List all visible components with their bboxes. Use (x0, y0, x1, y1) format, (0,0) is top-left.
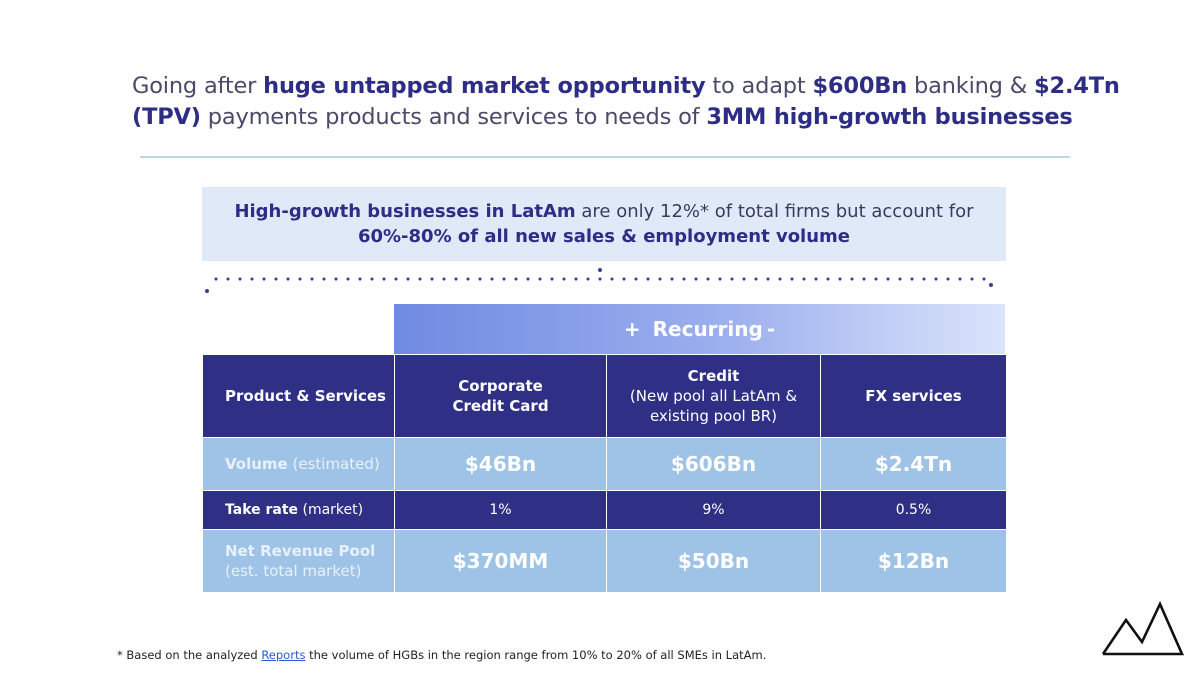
table-row-revenue: Net Revenue Pool (est. total market) $37… (202, 529, 1007, 593)
callout-bold-1: High-growth businesses in LatAm (234, 201, 576, 222)
headline-bold-tpv: $2.4Tn (TPV) (132, 73, 1120, 130)
plus-sign: + (623, 317, 641, 341)
row-label-volume: Volume (estimated) (202, 437, 395, 491)
dotted-divider (210, 277, 990, 281)
footnote-text-1: * Based on the analyzed (117, 648, 262, 662)
recurring-label: Recurring (652, 317, 763, 341)
volume-corporate-credit-card: $46Bn (394, 437, 607, 491)
take-rate-corporate-credit-card: 1% (394, 490, 607, 530)
row-label-take-rate-sub: (market) (302, 502, 364, 518)
footnote-text-2: the volume of HGBs in the region range f… (305, 648, 767, 662)
revenue-fx-services: $12Bn (820, 529, 1007, 593)
headline-bold-opportunity: huge untapped market opportunity (263, 73, 706, 99)
header-product-services: Product & Services (202, 354, 395, 438)
table-header-row: Product & Services Corporate Credit Card… (202, 354, 1007, 438)
callout-bold-2: 60%-80% of all new sales & employment vo… (357, 226, 851, 247)
table-row-take-rate: Take rate (market) 1% 9% 0.5% (202, 490, 1007, 530)
mountain-logo-icon (1100, 600, 1184, 662)
minus-sign: - (766, 317, 776, 341)
headline-text-3: banking & (907, 73, 1035, 99)
dotted-divider-end-dot (205, 289, 209, 293)
header-corporate-credit-card: Corporate Credit Card (394, 354, 607, 438)
row-label-revenue-sub: (est. total market) (225, 562, 362, 580)
headline-text-1: Going after (132, 73, 264, 99)
row-label-revenue-main: Net Revenue Pool (225, 542, 376, 560)
header-credit: Credit (New pool all LatAm & existing po… (606, 354, 821, 438)
headline-bold-businesses: 3MM high-growth businesses (706, 104, 1073, 130)
headline-text-4: payments products and services to needs … (200, 104, 707, 130)
row-label-take-rate-main: Take rate (225, 502, 299, 518)
take-rate-credit: 9% (606, 490, 821, 530)
header-credit-title: Credit (687, 367, 740, 385)
headline-bold-banking: $600Bn (812, 73, 908, 99)
revenue-credit: $50Bn (606, 529, 821, 593)
footnote: * Based on the analyzed Reports the volu… (117, 648, 766, 662)
callout-box: High-growth businesses in LatAm are only… (202, 187, 1006, 261)
dotted-divider-end-dot-right (989, 283, 993, 287)
row-label-volume-main: Volume (225, 455, 288, 473)
volume-credit: $606Bn (606, 437, 821, 491)
take-rate-fx-services: 0.5% (820, 490, 1007, 530)
divider-line (140, 156, 1070, 158)
headline-text-2: to adapt (705, 73, 813, 99)
row-label-take-rate: Take rate (market) (202, 490, 395, 530)
header-fx-services: FX services (820, 354, 1007, 438)
dotted-divider-mid-dot (598, 268, 602, 272)
footnote-reports-link[interactable]: Reports (261, 648, 306, 662)
revenue-corporate-credit-card: $370MM (394, 529, 607, 593)
volume-fx-services: $2.4Tn (820, 437, 1007, 491)
row-label-volume-sub: (estimated) (292, 455, 380, 473)
market-table: Product & Services Corporate Credit Card… (202, 354, 1007, 593)
header-credit-subtitle: (New pool all LatAm & existing pool BR) (629, 387, 798, 425)
row-label-revenue: Net Revenue Pool (est. total market) (202, 529, 395, 593)
recurring-banner: + Recurring - (394, 304, 1005, 354)
header-corporate-credit-card-text: Corporate Credit Card (452, 377, 549, 415)
callout-text-1: are only 12%* of total firms but account… (575, 201, 974, 222)
table-row-volume: Volume (estimated) $46Bn $606Bn $2.4Tn (202, 437, 1007, 491)
headline: Going after huge untapped market opportu… (132, 71, 1132, 133)
